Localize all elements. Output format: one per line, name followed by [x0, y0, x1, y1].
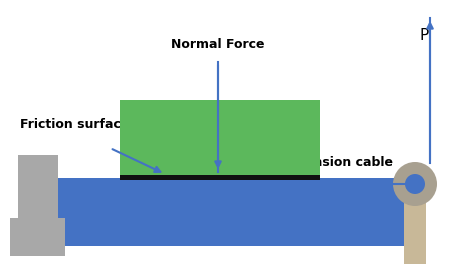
Bar	[120, 100, 320, 175]
Text: Friction surface: Friction surface	[20, 119, 129, 131]
Bar	[18, 155, 58, 250]
Circle shape	[393, 162, 437, 206]
Bar	[404, 178, 426, 264]
Text: Tension cable: Tension cable	[298, 155, 393, 168]
Bar	[35, 178, 425, 246]
Text: Normal Force: Normal Force	[171, 39, 265, 51]
Bar	[10, 218, 65, 256]
Text: P: P	[420, 27, 429, 43]
Bar	[120, 172, 320, 180]
Circle shape	[405, 174, 425, 194]
